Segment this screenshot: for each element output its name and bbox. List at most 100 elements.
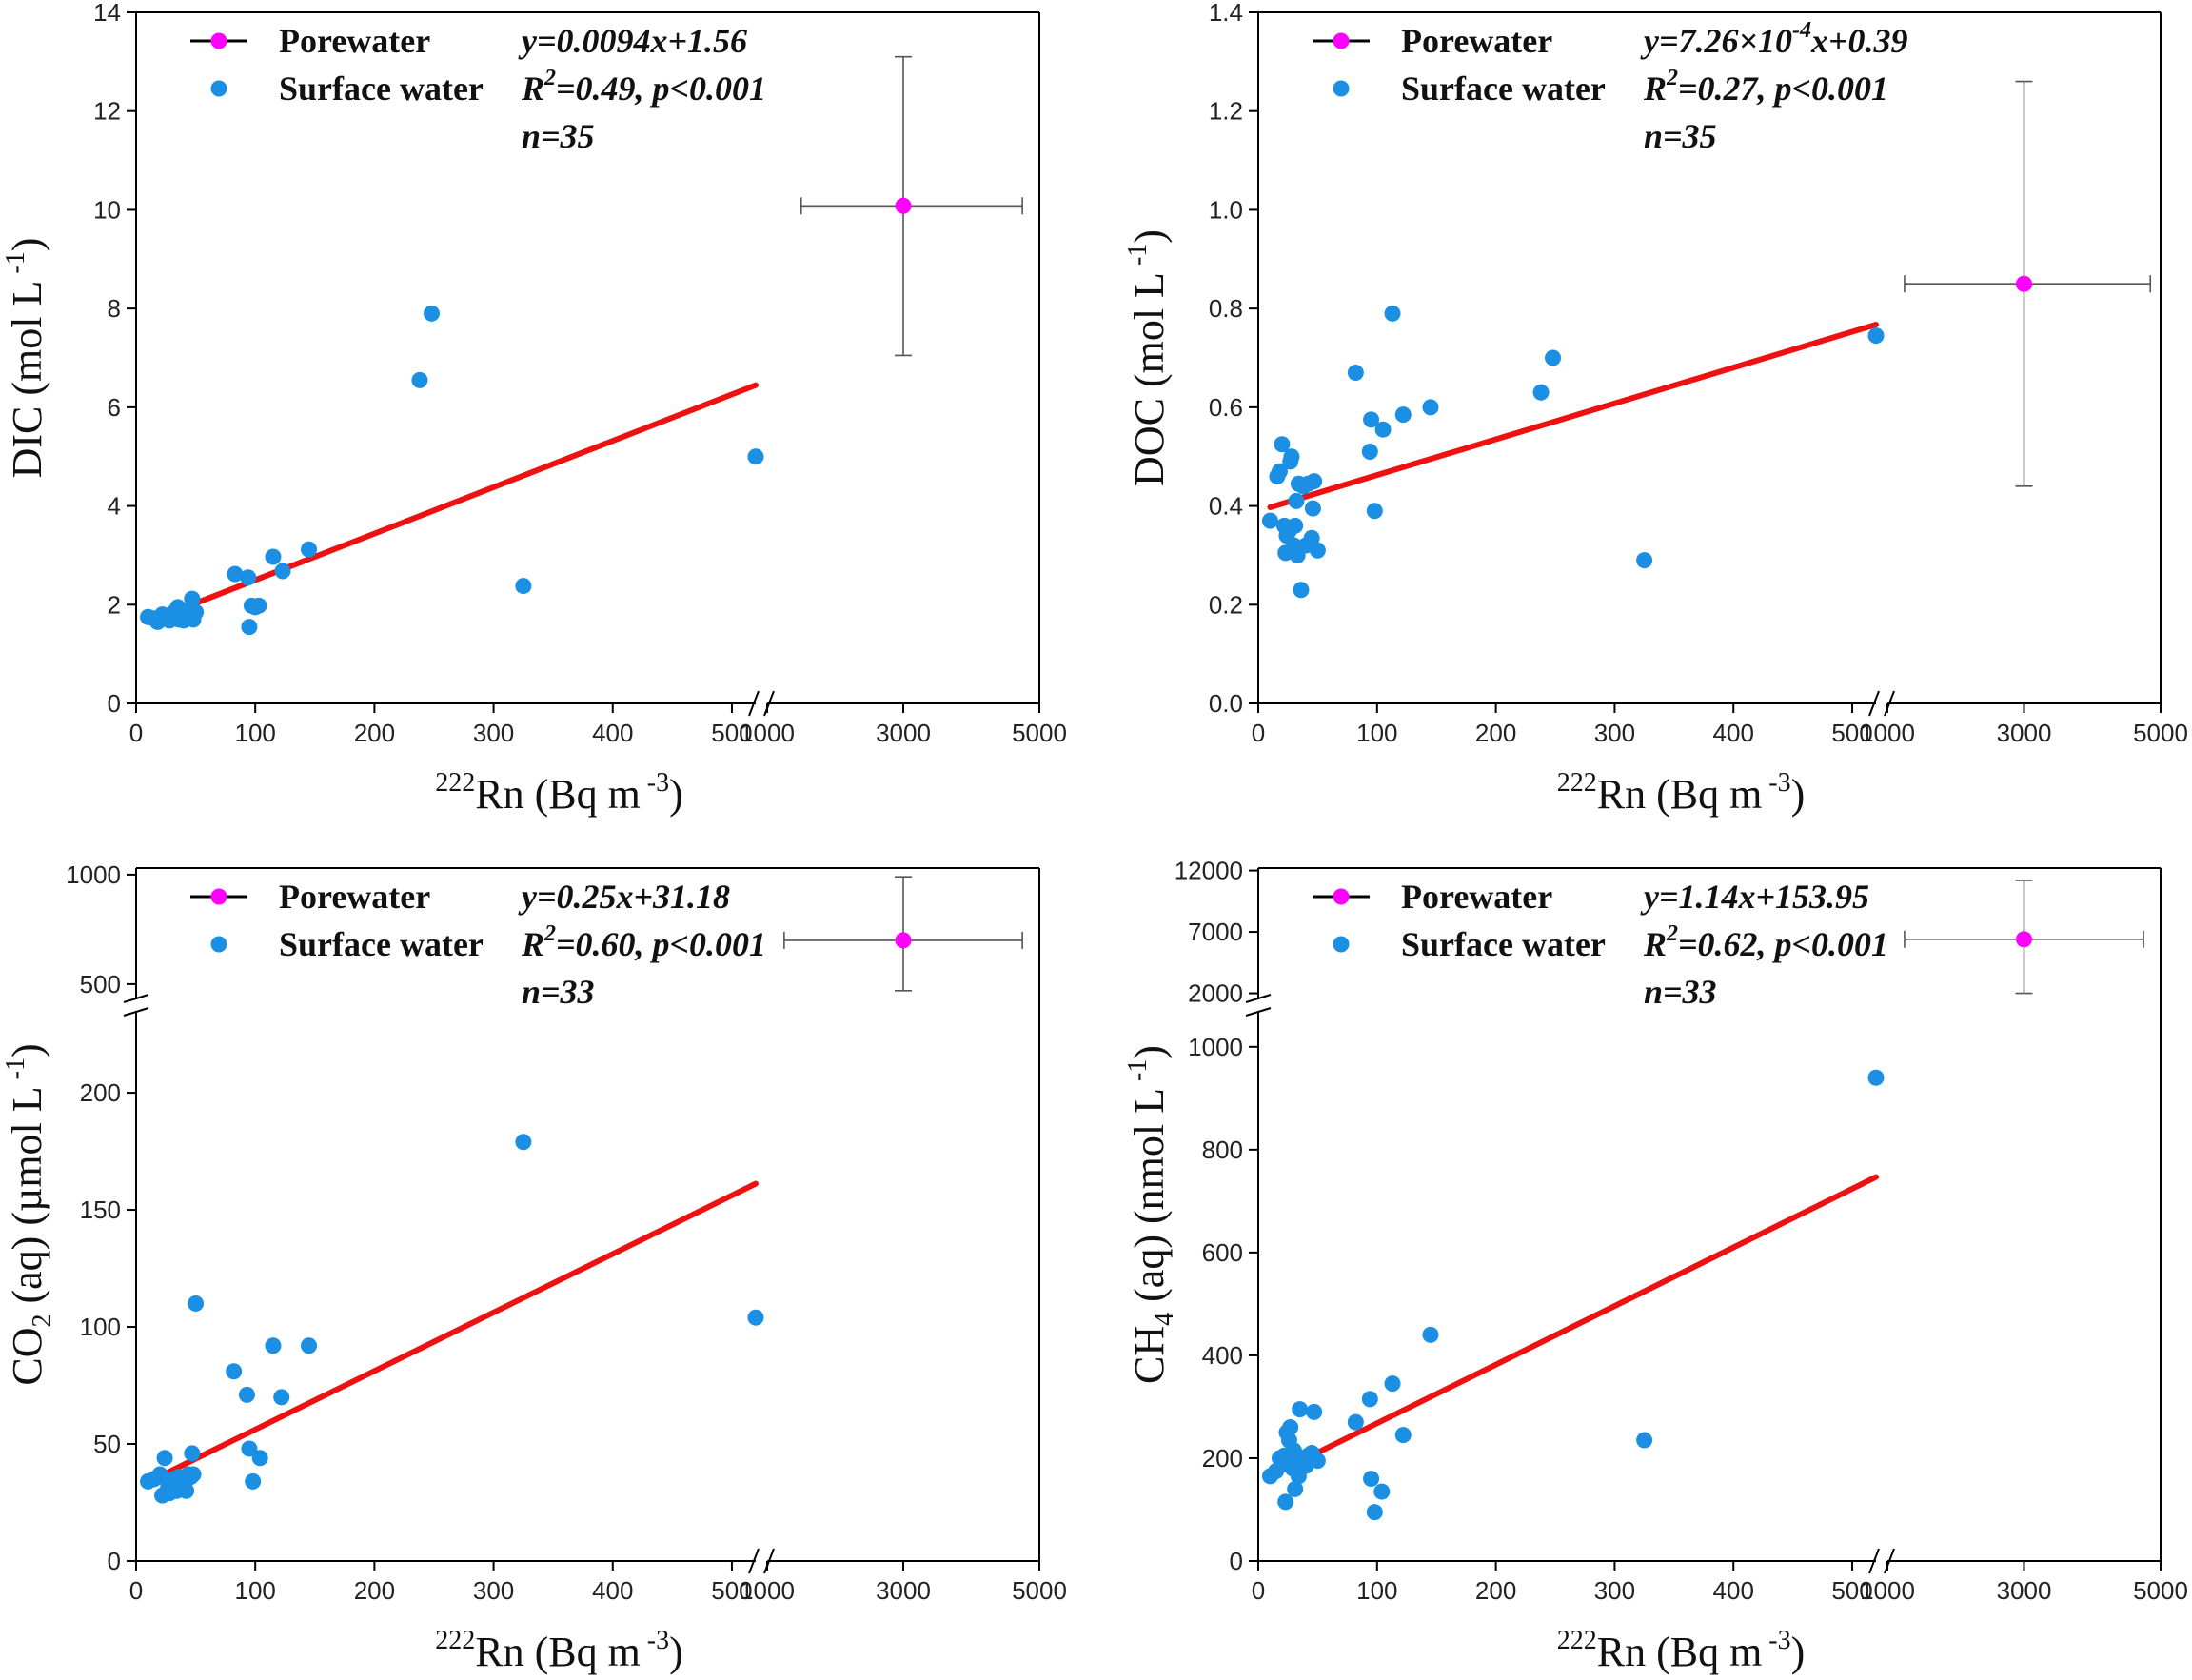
x-tick-label: 400 xyxy=(1713,719,1754,747)
surface-water-point xyxy=(245,1472,262,1490)
r-squared-text: R2=0.62, p<0.001 xyxy=(1643,921,1888,963)
x-axis-break-mark xyxy=(748,1548,775,1574)
y-tick-label: 14 xyxy=(93,0,121,27)
x-axis-break-mark xyxy=(1868,1548,1895,1574)
surface-water-point xyxy=(226,1363,243,1380)
x-label-sup2: -3 xyxy=(1762,768,1790,798)
x-tick-label: 400 xyxy=(1713,1576,1754,1605)
surface-water-point xyxy=(1288,492,1305,509)
y-label-sub: 2 xyxy=(28,1314,57,1328)
surface-water-point xyxy=(1304,500,1321,517)
x-label-sup2: -3 xyxy=(1762,1626,1790,1655)
x-tick-label: 200 xyxy=(354,1576,395,1605)
y-label-mid: (aq) (µmol L xyxy=(4,1086,50,1314)
x-tick-label: 500 xyxy=(1831,719,1872,747)
y-tick-label: 0 xyxy=(1230,1547,1243,1575)
surface-water-point xyxy=(179,1471,196,1488)
surface-water-point xyxy=(1394,1427,1412,1444)
x-label-main: Rn (Bq m xyxy=(1597,1629,1763,1675)
surface-water-point xyxy=(411,371,428,388)
x-tick-label: 0 xyxy=(129,719,143,747)
x-tick-label: 500 xyxy=(711,1576,752,1605)
legend-porewater-marker xyxy=(210,32,227,49)
surface-water-point xyxy=(156,1450,173,1467)
y-tick-label: 1.2 xyxy=(1209,97,1243,126)
x-tick-label: 3000 xyxy=(1997,719,2052,747)
surface-water-point xyxy=(1636,1432,1653,1449)
surface-water-point xyxy=(1347,1413,1364,1431)
eq-sup: -4 xyxy=(1792,18,1811,43)
x-axis-break-mark xyxy=(748,690,775,717)
x-tick-label: 200 xyxy=(1475,1576,1516,1605)
x-label-end: ) xyxy=(1791,1629,1806,1675)
surface-water-point xyxy=(515,1134,532,1151)
y-label-main: CH xyxy=(1126,1326,1173,1384)
y-label-sup: -1 xyxy=(1,251,30,280)
x-tick-label: 100 xyxy=(234,1576,275,1605)
fit-line xyxy=(145,382,759,625)
porewater-point xyxy=(895,197,912,214)
surface-water-point xyxy=(1299,1447,1316,1464)
r2-post: =0.60, p<0.001 xyxy=(556,925,766,963)
y-label-end: ) xyxy=(4,1043,50,1057)
surface-water-point xyxy=(265,548,282,565)
x-tick-label: 300 xyxy=(473,1576,514,1605)
y-tick-label: 0.6 xyxy=(1209,393,1243,422)
y-tick-label: 2000 xyxy=(1188,979,1243,1008)
legend-surface-marker xyxy=(1333,936,1350,953)
r2-sup: 2 xyxy=(1666,921,1678,946)
r-squared-text: R2=0.27, p<0.001 xyxy=(1643,66,1888,108)
surface-water-point xyxy=(273,1389,290,1406)
surface-water-point xyxy=(241,1440,258,1457)
x-axis-label: 222Rn (Bq m -3) xyxy=(1557,1626,1806,1675)
surface-water-point xyxy=(1384,305,1401,322)
surface-water-point xyxy=(265,1337,282,1354)
x-tick-label: 5000 xyxy=(2133,1576,2188,1605)
y-label-end: ) xyxy=(1126,229,1173,244)
y-tick-label: 800 xyxy=(1202,1136,1243,1164)
legend-porewater-label: Porewater xyxy=(1401,878,1552,916)
r-squared-text: R2=0.60, p<0.001 xyxy=(521,921,766,963)
surface-water-point xyxy=(1277,1493,1294,1511)
surface-water-point xyxy=(188,603,205,621)
x-tick-label: 100 xyxy=(1356,1576,1397,1605)
y-tick-label: 12 xyxy=(93,97,121,126)
y-axis-label: DOC (mol L -1) xyxy=(1123,229,1173,486)
surface-water-point xyxy=(227,565,244,583)
y-tick-label: 0.0 xyxy=(1209,689,1243,718)
y-tick-label: 600 xyxy=(1202,1238,1243,1267)
sample-size-text: n=33 xyxy=(522,973,595,1011)
legend-surface-marker xyxy=(1333,80,1350,97)
y-label-sup: -1 xyxy=(1,1057,30,1086)
surface-water-point xyxy=(1363,1471,1380,1488)
porewater-point xyxy=(2016,931,2032,948)
surface-water-point xyxy=(238,1386,255,1403)
y-tick-label: 1.4 xyxy=(1209,0,1243,27)
y-tick-label: 6 xyxy=(108,393,121,422)
regression-equation: y=1.14x+153.95 xyxy=(1640,878,1869,916)
r2-pre: R xyxy=(1643,69,1667,108)
x-tick-label: 1000 xyxy=(740,719,795,747)
surface-water-point xyxy=(1361,444,1378,461)
y-axis-break-mark xyxy=(1245,994,1272,1017)
fit-line xyxy=(1267,321,1879,510)
x-tick-label: 0 xyxy=(1252,1576,1265,1605)
x-tick-label: 300 xyxy=(1594,1576,1635,1605)
y-tick-label: 200 xyxy=(1202,1444,1243,1472)
x-tick-label: 5000 xyxy=(1012,1576,1067,1605)
legend-surface-label: Surface water xyxy=(279,69,484,108)
y-tick-label: 7000 xyxy=(1188,918,1243,946)
x-label-end: ) xyxy=(669,771,683,818)
surface-water-point xyxy=(274,563,291,580)
r2-post: =0.27, p<0.001 xyxy=(1678,69,1888,108)
legend-porewater-label: Porewater xyxy=(279,878,430,916)
surface-water-point xyxy=(1361,1391,1378,1408)
x-axis-label: 222Rn (Bq m -3) xyxy=(435,1626,683,1675)
porewater-point xyxy=(2016,275,2032,292)
x-tick-label: 3000 xyxy=(876,1576,931,1605)
y-label-sub: 4 xyxy=(1150,1313,1179,1326)
x-tick-label: 300 xyxy=(473,719,514,747)
x-tick-label: 1000 xyxy=(1860,1576,1915,1605)
surface-water-point xyxy=(1293,582,1310,599)
